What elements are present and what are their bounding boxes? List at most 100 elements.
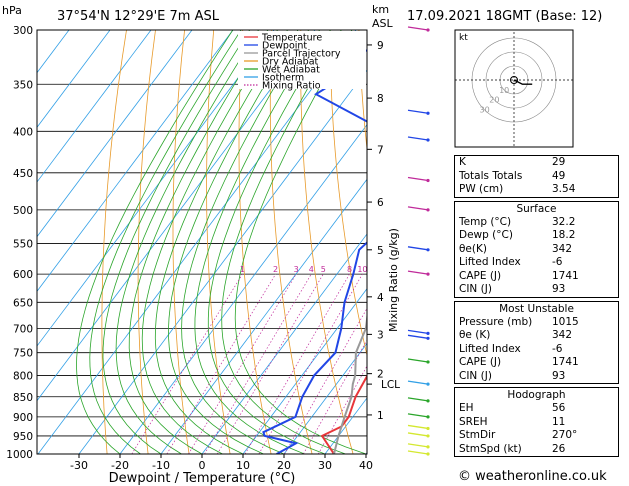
wind-barb-dot [426,434,430,438]
isotherm [119,124,367,454]
hodograph-row: StmSpd (kt) 26 [455,443,618,457]
pressure-tick-label: 350 [13,79,33,91]
series-temperature [320,359,367,454]
wind-barb-dot [426,178,430,183]
surface-label: CAPE (J) [459,269,502,282]
pressure-tick-label: 500 [13,205,33,217]
height-tick-label: 6 [377,197,384,209]
wet-adiabat [221,30,346,454]
datetime-label: 17.09.2021 18GMT (Base: 12) [407,9,602,24]
surface-row: Lifted Index -6 [455,256,618,270]
wet-adiabat [115,30,259,454]
isotherm [37,30,275,347]
unstable-value: 1015 [552,315,579,328]
unstable-row: θe (K) 342 [455,329,618,343]
unstable-value: 93 [552,369,566,382]
asl-label: ASL [372,17,394,30]
isotherm [37,30,357,454]
wind-barb [407,432,429,437]
hodograph-label: StmSpd (kt) [459,442,522,455]
height-tick-label: 1 [377,410,384,422]
wind-barb [407,358,429,363]
dry-adiabat [300,30,354,454]
x-tick-label: 0 [199,459,206,472]
surface-label: CIN (J) [459,283,492,295]
index-row: Totals Totals 49 [455,170,618,184]
mixing-ratio-label: 5 [321,265,326,274]
wet-adiabat [141,30,278,454]
copyright: © weatheronline.co.uk [458,469,607,484]
hodograph-origin [510,76,518,84]
unstable-row: CIN (J) 93 [455,370,618,384]
unstable-row: Pressure (mb) 1015 [455,316,618,330]
wind-barb [407,443,429,448]
wind-barb [407,329,429,335]
wind-barb [407,424,429,430]
surface-value: 32.2 [552,215,576,228]
surface-value: 1741 [552,269,579,282]
wind-barb [407,380,429,385]
surface-value: 342 [552,242,573,255]
wind-barb [407,246,429,251]
mixing-ratio-line [188,273,297,454]
wind-barb-dot [426,208,430,212]
surface-label: θe(K) [459,242,487,255]
index-row: K 29 [455,156,618,170]
hodograph-trace [513,79,533,85]
mixing-ratio-label: 4 [309,265,314,274]
mixing-ratio-label: 8 [347,265,352,274]
pressure-tick-label: 950 [13,431,33,443]
mixing-ratio-line [258,273,363,454]
mixing-ratio-line [284,307,367,454]
wet-adiabat [154,30,288,454]
index-label: PW (cm) [459,183,504,195]
wind-barb [407,109,429,114]
unstable-row: CAPE (J) 1741 [455,356,618,370]
x-tick-label: 30 [318,459,332,472]
wind-barb-dot [426,452,430,456]
legend-item: Mixing Ratio [262,81,321,92]
index-box: K 29 Totals Totals 49 PW (cm) 3.54 [454,155,619,198]
unstable-value: -6 [552,342,563,355]
pressure-tick-label: 1000 [6,449,33,461]
wind-barbs [407,26,430,456]
hodograph-row: SREH 11 [455,416,618,430]
profile-lines [262,49,367,454]
index-row: PW (cm) 3.54 [455,183,618,197]
thermo-grid: 1 2 3 4 5 8 10 15 20 25 [37,30,367,454]
wind-barb-dot [426,272,430,276]
hodograph-label: SREH [459,415,488,428]
legend-item: Wet Adiabat [262,65,320,76]
wind-barb-dot [426,382,430,386]
height-tick-label: 4 [377,292,384,304]
isotherm [37,30,152,183]
pressure-tick-label: 700 [13,323,33,335]
pressure-tick-label: 800 [13,370,33,382]
index-value: 3.54 [552,183,576,195]
hodograph-row: StmDir 270° [455,429,618,443]
pressure-tick-label: 750 [13,348,33,360]
series-dewpoint [262,49,367,454]
km-axis-unit: km [372,3,389,16]
x-tick-label: 20 [277,459,291,472]
stats-panel: K 29 Totals Totals 49 PW (cm) 3.54 Surface Te… [454,155,619,460]
height-tick-label: 9 [377,40,384,52]
height-tick-label: LCL [381,379,400,391]
surface-row: Temp (°C) 32.2 [455,216,618,230]
wind-barb-dot [426,360,430,364]
mixing-ratio-line [317,365,367,454]
isotherm [37,30,316,402]
wind-barb [407,176,429,182]
mixing-ratio-label: 1 [240,265,245,274]
hodograph-ring-label: 20 [489,96,499,105]
dry-adiabat [101,30,127,454]
legend-item: Isotherm [262,73,304,84]
hodograph-unit: kt [459,33,468,43]
unstable-value: 342 [552,329,573,341]
wind-barb [407,26,429,31]
mixing-ratio-label: 10 [357,265,367,274]
hodograph-label: StmDir [459,429,496,441]
location-label: 37°54'N 12°29'E 7m ASL [57,9,220,24]
pressure-tick-label: 900 [13,412,33,424]
